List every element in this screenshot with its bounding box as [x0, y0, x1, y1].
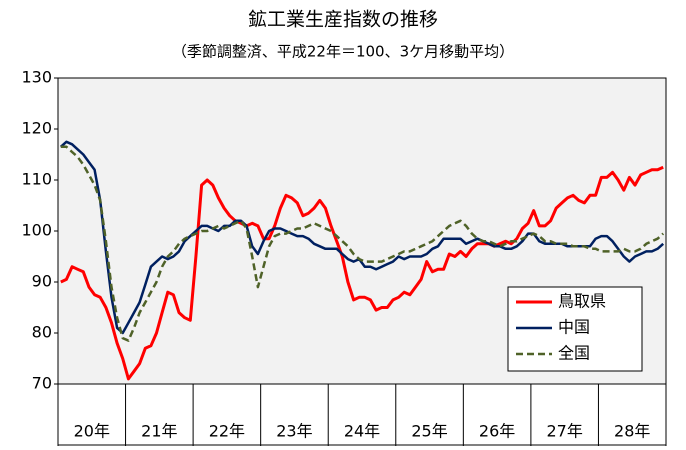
y-tick-label: 100: [21, 221, 52, 240]
y-tick-label: 130: [21, 68, 52, 87]
x-tick-label: 28年: [614, 422, 650, 441]
series-line: [60, 145, 665, 342]
y-tick-label: 90: [32, 272, 52, 291]
x-tick-label: 27年: [546, 422, 582, 441]
x-tick-label: 25年: [411, 422, 447, 441]
x-tick-label: 23年: [276, 422, 312, 441]
x-tick-label: 26年: [479, 422, 515, 441]
legend-label: 鳥取県: [558, 292, 606, 311]
y-tick-label: 70: [32, 374, 52, 393]
y-tick-label: 80: [32, 323, 52, 342]
x-tick-label: 21年: [141, 422, 177, 441]
series-line: [60, 165, 664, 381]
x-tick-label: 22年: [209, 422, 245, 441]
legend-label: 中国: [558, 318, 590, 337]
y-tick-label: 120: [21, 119, 52, 138]
x-tick-label: 24年: [344, 422, 380, 441]
chart-title: 鉱工業生産指数の推移: [248, 9, 438, 31]
chart-subtitle: （季節調整済、平成22年＝100、3ケ月移動平均）: [172, 43, 514, 61]
y-tick-label: 110: [21, 170, 52, 189]
x-tick-label: 20年: [74, 422, 110, 441]
legend-label: 全国: [558, 344, 590, 363]
